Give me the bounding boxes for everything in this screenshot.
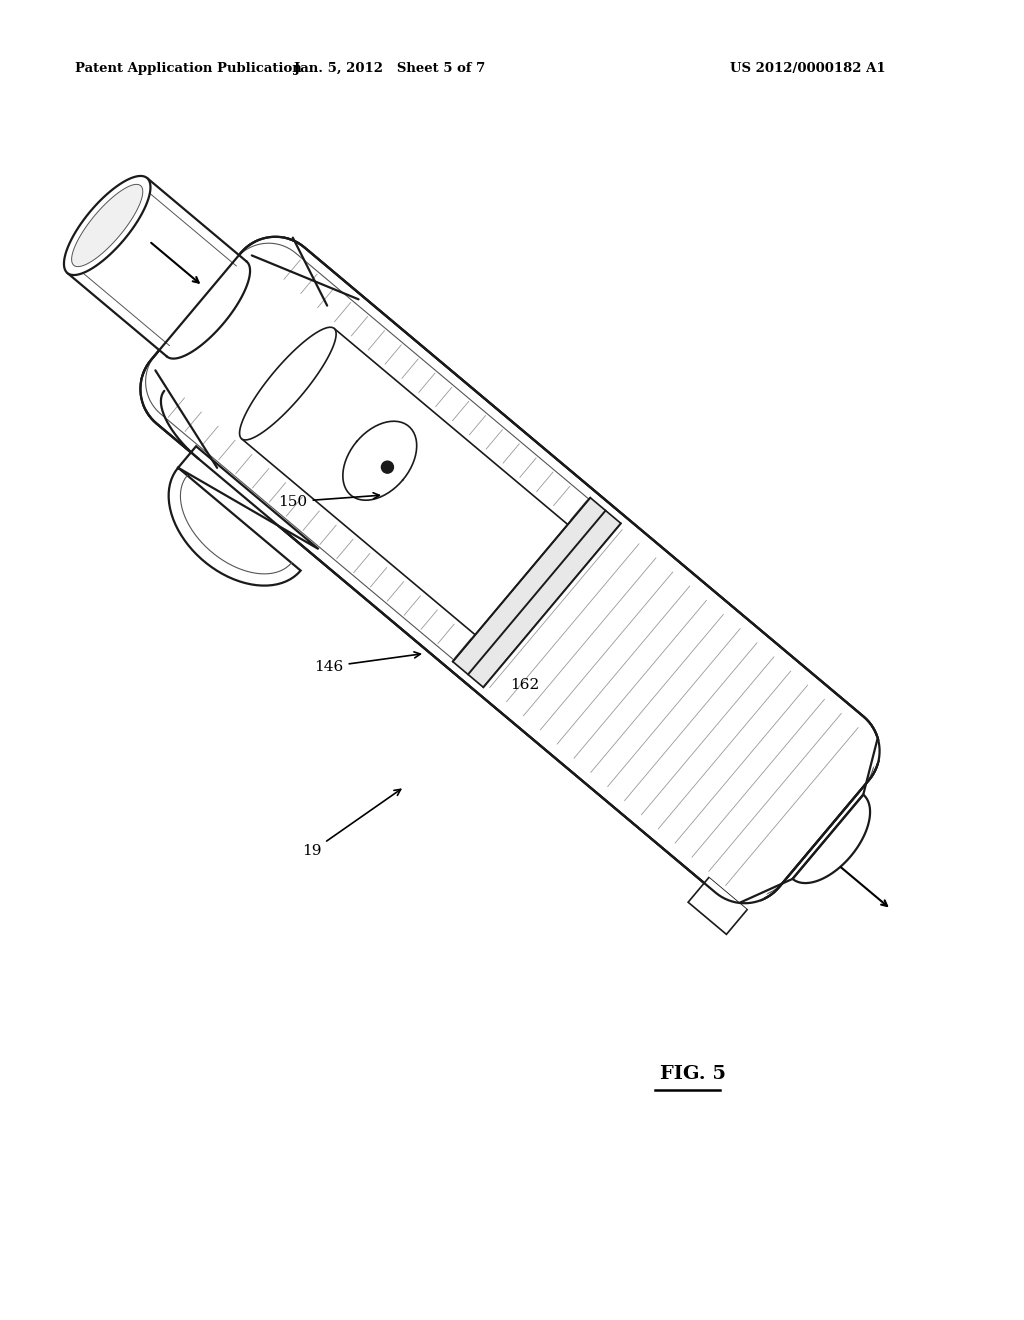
Polygon shape [242, 329, 580, 644]
Polygon shape [169, 446, 318, 586]
Text: Jan. 5, 2012   Sheet 5 of 7: Jan. 5, 2012 Sheet 5 of 7 [294, 62, 485, 75]
Polygon shape [483, 524, 889, 912]
Polygon shape [793, 795, 870, 883]
Text: FIG. 5: FIG. 5 [660, 1065, 726, 1082]
Text: 146: 146 [314, 652, 421, 673]
Polygon shape [140, 236, 880, 903]
Polygon shape [240, 327, 336, 440]
Polygon shape [72, 185, 142, 267]
Text: 150: 150 [279, 492, 379, 508]
Polygon shape [453, 498, 621, 688]
Polygon shape [63, 176, 151, 275]
Polygon shape [68, 178, 247, 356]
Text: US 2012/0000182 A1: US 2012/0000182 A1 [730, 62, 886, 75]
Circle shape [381, 461, 393, 473]
Text: 19: 19 [302, 789, 400, 858]
Polygon shape [688, 876, 748, 935]
Polygon shape [129, 226, 604, 673]
Text: 162: 162 [510, 678, 540, 692]
Text: Patent Application Publication: Patent Application Publication [75, 62, 302, 75]
